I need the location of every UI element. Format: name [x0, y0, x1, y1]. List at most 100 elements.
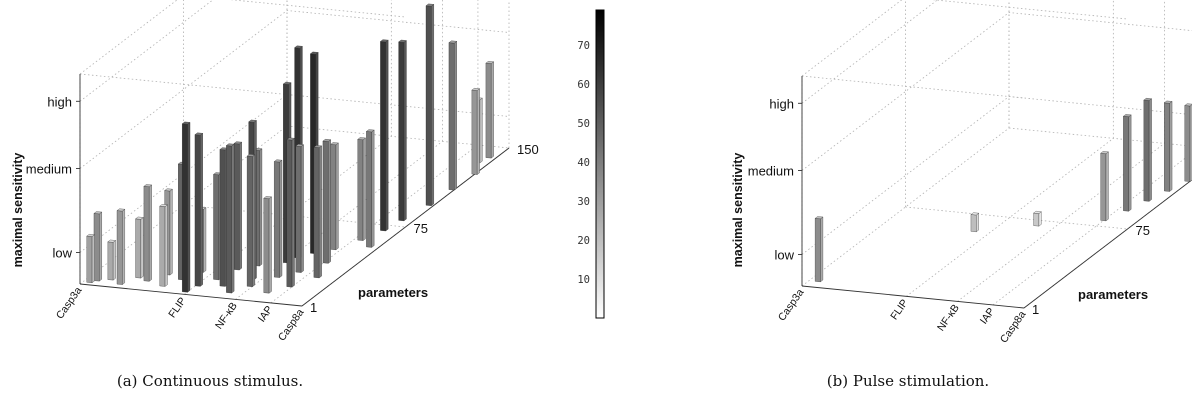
bar: [485, 62, 492, 159]
y-tick-label: high: [769, 96, 794, 111]
bar-side: [91, 234, 95, 284]
bar: [219, 149, 226, 287]
bar: [246, 155, 253, 287]
bar-side: [252, 154, 256, 288]
bar-top: [322, 138, 332, 142]
bar-side: [169, 188, 173, 276]
gridline: [270, 144, 479, 304]
bar: [1184, 105, 1191, 182]
bar-top: [970, 212, 980, 216]
bar: [1164, 102, 1170, 192]
gridline: [235, 141, 443, 300]
y-tick-label: medium: [26, 162, 72, 177]
bar: [233, 143, 240, 271]
bar-top: [398, 39, 407, 43]
bar-side: [820, 216, 824, 283]
bar: [1033, 212, 1040, 227]
bar: [135, 218, 142, 279]
gridline: [906, 138, 1114, 297]
species-label: Casp8a: [276, 307, 307, 344]
colorbar: 10 20 30 40 50 60 70: [577, 9, 605, 319]
colorbar-tick-label: 40: [577, 157, 590, 169]
bar: [226, 145, 232, 294]
gridline: [184, 136, 392, 295]
bar-top: [143, 184, 153, 187]
gridline: [905, 206, 1128, 230]
bar: [286, 139, 293, 288]
bar-side: [328, 139, 331, 264]
colorbar-bar: [595, 9, 605, 319]
parameter-tick-label: 1: [1032, 302, 1039, 317]
y-tick-label: medium: [748, 164, 794, 179]
bar: [970, 214, 977, 233]
gridline: [79, 10, 510, 169]
bar: [182, 123, 188, 293]
bar: [1143, 99, 1150, 202]
bar-side: [122, 208, 125, 285]
bar: [471, 89, 478, 175]
bar-side: [140, 217, 144, 279]
colorbar-tick-label: 30: [577, 196, 590, 208]
species-axis: [801, 285, 1025, 309]
bar-top: [295, 144, 305, 147]
colorbar-tick-label: 10: [577, 274, 590, 286]
bar-side: [431, 4, 434, 207]
bar-side: [454, 40, 457, 191]
bar-side: [164, 204, 168, 287]
bar-side: [291, 137, 295, 288]
species-label: NF-κB: [213, 300, 240, 331]
y-tick-label: low: [52, 246, 72, 261]
bar: [814, 218, 821, 283]
bar: [143, 186, 150, 282]
bar-top: [225, 143, 235, 147]
gridline: [801, 12, 1192, 171]
bar-side: [362, 137, 366, 241]
bar: [357, 139, 364, 241]
bar-side: [1128, 114, 1132, 212]
bar-top: [365, 129, 375, 133]
bar-side: [1038, 211, 1042, 227]
species-label: IAP: [978, 306, 998, 327]
bar: [159, 205, 166, 287]
colorbar-tick-label: 20: [577, 235, 590, 247]
bar: [263, 198, 270, 294]
bar: [86, 235, 93, 283]
gridline: [801, 0, 938, 104]
bar-top: [159, 204, 168, 207]
bar-top: [273, 159, 283, 163]
bar-side: [187, 122, 191, 293]
bar-top: [246, 154, 256, 157]
gridline: [1008, 127, 1192, 147]
bar: [1123, 116, 1129, 212]
bar-top: [814, 216, 824, 220]
gridline: [286, 125, 510, 149]
bar-top: [309, 51, 319, 55]
bar: [380, 41, 386, 232]
colorbar-tick-label: 60: [577, 79, 590, 91]
y-axis-label: maximal sensitivity: [11, 153, 25, 268]
bar: [330, 144, 337, 251]
bar-side: [477, 88, 480, 175]
bar-side: [268, 196, 272, 294]
bar-side: [239, 141, 242, 271]
figure-caption: (a) Continuous stimulus.: [117, 372, 303, 390]
bar-top: [471, 88, 481, 91]
bar-side: [371, 129, 375, 248]
gridline: [801, 127, 1010, 287]
chart-panel-a: low medium high 1 75 150 Casp3a FLIP NF-κB IAP Cas…: [11, 0, 539, 390]
gridline: [801, 75, 1025, 99]
bar-top: [1143, 98, 1153, 101]
bar-top: [107, 239, 117, 243]
bar: [448, 42, 455, 191]
bar-top: [1100, 151, 1109, 154]
bar: [93, 213, 100, 282]
bar-top: [1122, 114, 1132, 117]
bar: [322, 140, 329, 264]
bar-top: [233, 141, 243, 145]
bar-side: [1105, 151, 1109, 222]
bar-top: [294, 45, 303, 49]
x-axis-label: parameters: [358, 285, 428, 300]
gridline: [801, 96, 1192, 255]
bar-side: [1169, 101, 1173, 192]
gridline: [992, 152, 1192, 306]
